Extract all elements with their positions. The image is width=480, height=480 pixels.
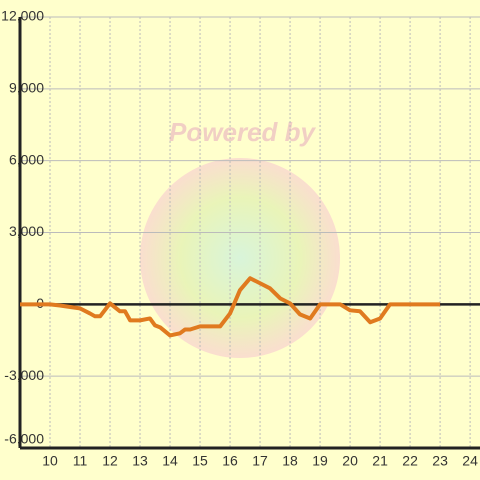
watermark: Powered by [169, 117, 316, 147]
x-tick-label: 11 [73, 453, 88, 469]
x-tick-label: 12 [102, 453, 118, 469]
line-series [20, 276, 441, 338]
y-tick-label: 9,000 [9, 80, 44, 96]
y-tick-label: -3,000 [4, 367, 44, 383]
y-tick-label: -6,000 [4, 431, 44, 447]
x-tick-label: 17 [252, 453, 268, 469]
x-tick-label: 13 [132, 453, 148, 469]
x-tick-label: 16 [222, 453, 238, 469]
x-tick-label: 18 [282, 453, 298, 469]
x-tick-label: 24 [462, 453, 478, 469]
y-tick-label: 6,000 [9, 151, 44, 167]
x-tick-label: 21 [372, 453, 388, 469]
x-tick-label: 15 [192, 453, 208, 469]
y-tick-label: 12,000 [1, 8, 44, 24]
y-tick-label: 3,000 [9, 223, 44, 239]
x-tick-label: 22 [402, 453, 418, 469]
x-tick-label: 10 [42, 453, 58, 469]
x-tick-label: 14 [162, 453, 178, 469]
watermark-logo [140, 158, 340, 358]
x-tick-label: 23 [432, 453, 448, 469]
x-tick-label: 19 [312, 453, 328, 469]
x-tick-label: 20 [342, 453, 358, 469]
